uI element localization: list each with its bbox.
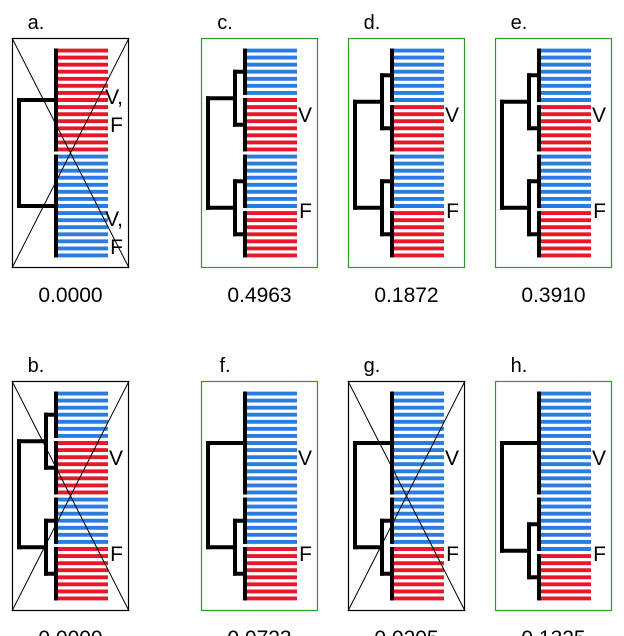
red-leaf-block (58, 547, 108, 601)
invalid-cross-line (347, 380, 466, 612)
group-label: F (593, 200, 606, 223)
panel-h: h. V F 0.1325 (494, 355, 613, 636)
score-value: 0.0000 (38, 627, 102, 636)
group-label: F (593, 543, 606, 566)
group-label: V (445, 104, 459, 127)
panel-label: c. (217, 12, 233, 34)
panel-a: a. V, F V, F 0.0000 (11, 12, 130, 307)
group-label: F (299, 200, 312, 223)
red-leaf-block (247, 547, 297, 601)
blue-leaf-block (247, 497, 297, 544)
valid-frame (200, 380, 319, 612)
group-label: F (446, 543, 459, 566)
panel-label: d. (364, 12, 381, 34)
invalid-frame (11, 380, 130, 612)
blue-leaf-block (541, 497, 591, 551)
panel-b: b. V F 0.0000 (11, 355, 130, 636)
score-value: 0.1325 (521, 627, 585, 636)
group-label: F (446, 200, 459, 223)
score-value: 0.0205 (374, 627, 438, 636)
blue-leaf-block (394, 154, 444, 208)
group-label: V (298, 104, 312, 127)
panel-f: f. V F 0.0723 (200, 355, 319, 636)
blue-leaf-block (394, 48, 444, 102)
red-leaf-block (58, 48, 108, 152)
valid-frame (494, 37, 613, 269)
panel-label: f. (219, 355, 230, 377)
blue-leaf-block (541, 48, 591, 102)
red-leaf-block (247, 211, 297, 258)
blue-leaf-block (247, 48, 297, 95)
panel-label: b. (28, 355, 45, 377)
blue-leaf-block (394, 497, 444, 544)
panel-label: e. (511, 12, 528, 34)
score-value: 0.0723 (227, 627, 291, 636)
blue-leaf-block (58, 391, 108, 438)
group-label: V (592, 447, 606, 470)
valid-frame (347, 37, 466, 269)
group-label: F (299, 543, 312, 566)
panel-label: h. (511, 355, 528, 377)
invalid-cross-line (11, 37, 130, 269)
blue-leaf-block (394, 391, 444, 495)
blue-leaf-block (247, 391, 297, 495)
group-label: V (109, 447, 123, 470)
blue-leaf-block (541, 391, 591, 495)
group-label: F (110, 543, 123, 566)
panel-c: c. V F 0.4963 (200, 12, 319, 307)
invalid-frame (347, 380, 466, 612)
score-value: 0.3910 (521, 284, 585, 307)
panel-label: a. (28, 12, 45, 34)
blue-leaf-block (541, 154, 591, 208)
red-leaf-block (541, 105, 591, 152)
panel-d: d. V F 0.1872 (347, 12, 466, 307)
group-label: V (592, 104, 606, 127)
group-label: V, F (105, 208, 123, 259)
invalid-cross-line (11, 380, 130, 612)
red-leaf-block (247, 98, 297, 152)
panel-label: g. (364, 355, 381, 377)
blue-leaf-block (58, 497, 108, 544)
valid-frame (200, 37, 319, 269)
red-leaf-block (541, 554, 591, 601)
blue-leaf-block (247, 154, 297, 208)
red-leaf-block (394, 211, 444, 258)
red-leaf-block (541, 211, 591, 258)
red-leaf-block (58, 441, 108, 495)
red-leaf-block (394, 547, 444, 601)
score-value: 0.1872 (374, 284, 438, 307)
blue-leaf-block (58, 154, 108, 258)
score-value: 0.0000 (38, 284, 102, 307)
group-label: V, F (105, 86, 123, 137)
group-label: V (445, 447, 459, 470)
valid-frame (494, 380, 613, 612)
red-leaf-block (394, 105, 444, 152)
group-label: V (298, 447, 312, 470)
invalid-frame (11, 37, 130, 269)
panel-g: g. V F 0.0205 (347, 355, 466, 636)
panel-e: e. V F 0.3910 (494, 12, 613, 307)
score-value: 0.4963 (227, 284, 291, 307)
